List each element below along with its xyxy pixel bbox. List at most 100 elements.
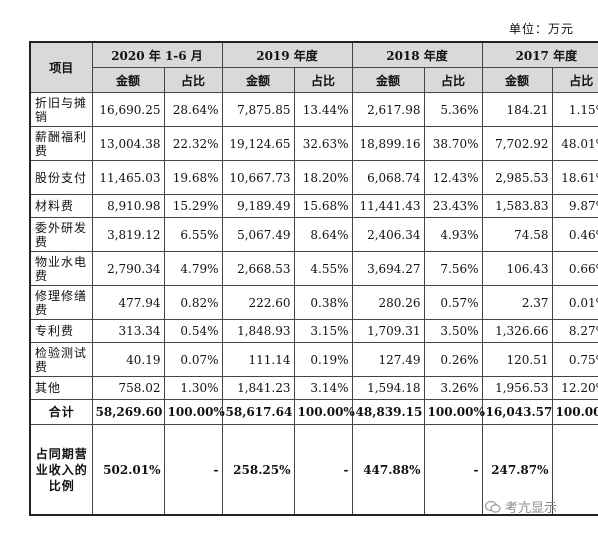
table-cell: 58,617.64 bbox=[221, 399, 295, 425]
table-cell: 0.38% bbox=[293, 285, 353, 320]
table-cell: 100.00% bbox=[163, 399, 225, 425]
table-cell: 2,617.98 bbox=[351, 92, 425, 127]
table-cell: 5.36% bbox=[423, 92, 483, 127]
table-cell: 2.37 bbox=[481, 285, 553, 320]
header-period: 2020 年 1-6 月 bbox=[91, 41, 223, 68]
table-cell: 1,594.18 bbox=[351, 376, 425, 400]
header-ratio: 占比 bbox=[293, 67, 353, 93]
ratio-row-label: 占同期营业收入的比例 bbox=[29, 424, 93, 516]
table-cell: 74.58 bbox=[481, 217, 553, 252]
table-cell: 127.49 bbox=[351, 342, 425, 377]
header-item: 项目 bbox=[29, 41, 93, 93]
watermark-text: 考亢显示 bbox=[505, 501, 558, 516]
header-ratio: 占比 bbox=[551, 67, 598, 93]
table-cell: 13.44% bbox=[293, 92, 353, 127]
table-cell: 38.70% bbox=[423, 126, 483, 161]
table-cell: 0.54% bbox=[163, 319, 223, 343]
header-amount: 金额 bbox=[351, 67, 425, 93]
table-cell: 28.64% bbox=[163, 92, 223, 127]
header-amount: 金额 bbox=[91, 67, 165, 93]
table-cell: 10,667.73 bbox=[221, 160, 295, 195]
table-row: 物业水电费 2,790.34 4.79% 2,668.53 4.55% 3,694.27 7… bbox=[29, 251, 598, 286]
table-row: 材料费 8,910.98 15.29% 9,189.49 15.68% 11,441.43… bbox=[29, 194, 598, 218]
table-cell: 12.20% bbox=[551, 376, 598, 400]
row-label: 折旧与摊销 bbox=[29, 92, 93, 127]
table-cell: 0.46% bbox=[551, 217, 598, 252]
table-cell: 6,068.74 bbox=[351, 160, 425, 195]
table-cell: 1,841.23 bbox=[221, 376, 295, 400]
table-cell: 477.94 bbox=[91, 285, 165, 320]
table-cell: 22.32% bbox=[163, 126, 223, 161]
table-cell: 0.01% bbox=[551, 285, 598, 320]
table-cell: 7.56% bbox=[423, 251, 483, 286]
table-row: 修理修缮费 477.94 0.82% 222.60 0.38% 280.26 0.57% 2.… bbox=[29, 285, 598, 320]
table-cell: 247.87% bbox=[481, 424, 553, 516]
row-label: 委外研发费 bbox=[29, 217, 93, 252]
table-cell: 1,583.83 bbox=[481, 194, 553, 218]
row-label: 检验测试费 bbox=[29, 342, 93, 377]
table-cell: 3,819.12 bbox=[91, 217, 165, 252]
wechat-icon bbox=[485, 500, 501, 513]
table-cell: 9,189.49 bbox=[221, 194, 295, 218]
table-row: 其他 758.02 1.30% 1,841.23 3.14% 1,594.18 3.26% 1… bbox=[29, 376, 598, 400]
table-row: 专利费 313.34 0.54% 1,848.93 3.15% 1,709.31 3.50%… bbox=[29, 319, 598, 343]
table-cell: 3.50% bbox=[423, 319, 483, 343]
table-cell: 8,910.98 bbox=[91, 194, 165, 218]
table-row: 股份支付 11,465.03 19.68% 10,667.73 18.20% 6,068.… bbox=[29, 160, 598, 195]
table-cell: 18.61% bbox=[551, 160, 598, 195]
table-cell: 0.19% bbox=[293, 342, 353, 377]
table-row: 委外研发费 3,819.12 6.55% 5,067.49 8.64% 2,406.34 4… bbox=[29, 217, 598, 252]
table-cell: 2,406.34 bbox=[351, 217, 425, 252]
table-cell: - bbox=[551, 424, 598, 516]
table-cell: 0.07% bbox=[163, 342, 223, 377]
table-cell: - bbox=[293, 424, 353, 516]
table-cell: 758.02 bbox=[91, 376, 165, 400]
table-cell: 120.51 bbox=[481, 342, 553, 377]
row-label: 修理修缮费 bbox=[29, 285, 93, 320]
table-cell: 16,690.25 bbox=[91, 92, 165, 127]
table-cell: 111.14 bbox=[221, 342, 295, 377]
table-cell: 4.93% bbox=[423, 217, 483, 252]
table-cell: 447.88% bbox=[351, 424, 425, 516]
table-row: 检验测试费 40.19 0.07% 111.14 0.19% 127.49 0.26% 120… bbox=[29, 342, 598, 377]
table-cell: 0.82% bbox=[163, 285, 223, 320]
table-cell: 8.64% bbox=[293, 217, 353, 252]
watermark: 考亢显示 bbox=[485, 497, 557, 516]
table-cell: 48,839.15 bbox=[351, 399, 425, 425]
table-cell: 32.63% bbox=[293, 126, 353, 161]
table-cell: 100.00% bbox=[551, 399, 598, 425]
table-cell: 15.29% bbox=[163, 194, 223, 218]
total-row: 合计 58,269.60 100.00% 58,617.64 100.00% 4… bbox=[29, 399, 598, 425]
table-cell: 9.87% bbox=[551, 194, 598, 218]
table-cell: 0.66% bbox=[551, 251, 598, 286]
table-cell: - bbox=[423, 424, 483, 516]
table-cell: 1.30% bbox=[163, 376, 223, 400]
revenue-ratio-row: 占同期营业收入的比例 502.01% - 258.25% - 447.88% -… bbox=[29, 424, 598, 516]
table-cell: 13,004.38 bbox=[91, 126, 165, 161]
table-cell: 3.26% bbox=[423, 376, 483, 400]
table-cell: 0.57% bbox=[423, 285, 483, 320]
table-cell: 19,124.65 bbox=[221, 126, 295, 161]
table-cell: 6.55% bbox=[163, 217, 223, 252]
header-ratio: 占比 bbox=[163, 67, 223, 93]
table-cell: 18.20% bbox=[293, 160, 353, 195]
header-period: 2019 年度 bbox=[221, 41, 353, 68]
row-label: 薪酬福利费 bbox=[29, 126, 93, 161]
table-cell: 16,043.57 bbox=[481, 399, 553, 425]
table-cell: 48.01% bbox=[551, 126, 598, 161]
table-cell: 4.79% bbox=[163, 251, 223, 286]
table-cell: 2,790.34 bbox=[91, 251, 165, 286]
header-period: 2018 年度 bbox=[351, 41, 483, 68]
row-label: 其他 bbox=[29, 376, 93, 400]
table-cell: 1,709.31 bbox=[351, 319, 425, 343]
table-cell: 11,465.03 bbox=[91, 160, 165, 195]
table-cell: 8.27% bbox=[551, 319, 598, 343]
table-cell: 280.26 bbox=[351, 285, 425, 320]
table-cell: 7,875.85 bbox=[221, 92, 295, 127]
table-cell: 1.15% bbox=[551, 92, 598, 127]
table-cell: 2,668.53 bbox=[221, 251, 295, 286]
table-cell: 2,985.53 bbox=[481, 160, 553, 195]
table-cell: 100.00% bbox=[423, 399, 485, 425]
table-cell: 0.75% bbox=[551, 342, 598, 377]
table-cell: 4.55% bbox=[293, 251, 353, 286]
